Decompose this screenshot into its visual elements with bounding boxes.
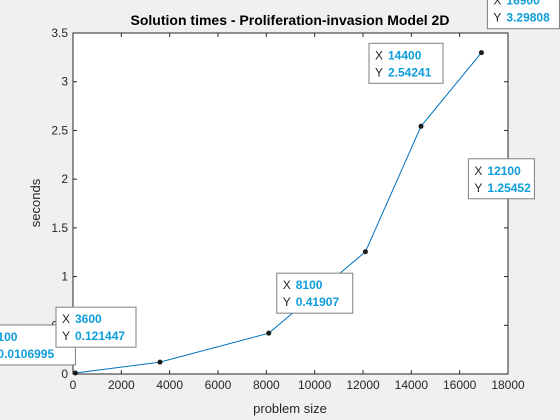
x-tick-label: 18000 xyxy=(491,378,525,392)
y-tick-label: 3 xyxy=(61,75,68,89)
datatip-x-value: 3600 xyxy=(75,312,102,326)
datatip-x-value: 8100 xyxy=(296,278,323,292)
data-point-marker xyxy=(478,50,484,56)
y-tick-label: 1 xyxy=(61,270,68,284)
x-tick-label: 2000 xyxy=(108,378,135,392)
datatip-x-key: X xyxy=(62,312,70,326)
y-tick-label: 3.5 xyxy=(51,26,68,40)
datatip-x-value: 12100 xyxy=(487,164,521,178)
data-point-marker xyxy=(362,249,368,255)
data-point-marker xyxy=(418,123,424,129)
datatip-y-key: Y xyxy=(474,181,482,195)
datatip-y-value: 0.41907 xyxy=(296,295,340,309)
datatips-group: 1000.0106995XY36000.121447XY81000.41907X… xyxy=(0,0,560,366)
datatip-y-key: Y xyxy=(493,11,501,25)
data-point-marker xyxy=(72,370,78,376)
x-tick-label: 16000 xyxy=(443,378,477,392)
datatip-y-value: 0.121447 xyxy=(75,329,125,343)
datatip-x-value: 16900 xyxy=(506,0,540,8)
y-tick-label: 0 xyxy=(61,367,68,381)
x-axis-label: problem size xyxy=(253,401,327,416)
datatip-y-value: 3.29808 xyxy=(506,11,550,25)
datatip-x-key: X xyxy=(493,0,501,8)
data-point-marker xyxy=(157,359,163,365)
chart-title: Solution times - Proliferation-invasion … xyxy=(131,12,450,28)
x-tick-label: 14000 xyxy=(395,378,429,392)
datatip-box xyxy=(467,158,535,200)
datatip-y-value: 0.0106995 xyxy=(0,347,54,361)
datatip-box xyxy=(486,0,560,30)
datatip-y-value: 1.25452 xyxy=(487,181,531,195)
datatip-y-key: Y xyxy=(62,329,70,343)
datatip-y-value: 2.54241 xyxy=(388,65,432,79)
datatip-box xyxy=(55,306,137,348)
datatip-x-key: X xyxy=(283,278,291,292)
x-tick-label: 6000 xyxy=(205,378,232,392)
datatip-x-key: X xyxy=(474,164,482,178)
x-tick-label: 8000 xyxy=(253,378,280,392)
axes-box xyxy=(72,32,509,375)
datatip-x-value: 100 xyxy=(0,330,18,344)
y-axis-label: seconds xyxy=(28,178,43,227)
y-tick-label: 1.5 xyxy=(51,221,68,235)
datatip-x-value: 14400 xyxy=(388,48,422,62)
datatip-y-key: Y xyxy=(375,65,383,79)
y-tick-label: 2 xyxy=(61,172,68,186)
x-tick-label: 0 xyxy=(70,378,77,392)
datatip-box xyxy=(368,42,444,84)
y-tick-label: 2.5 xyxy=(51,123,68,137)
datatip-box xyxy=(276,272,354,314)
x-tick-label: 12000 xyxy=(346,378,380,392)
x-tick-label: 10000 xyxy=(298,378,332,392)
x-tick-label: 4000 xyxy=(156,378,183,392)
plot-area xyxy=(73,33,508,374)
datatip-y-key: Y xyxy=(283,295,291,309)
datatip-x-key: X xyxy=(375,48,383,62)
markers-group xyxy=(72,50,484,376)
axes-frame xyxy=(72,32,509,375)
data-point-marker xyxy=(266,330,272,336)
